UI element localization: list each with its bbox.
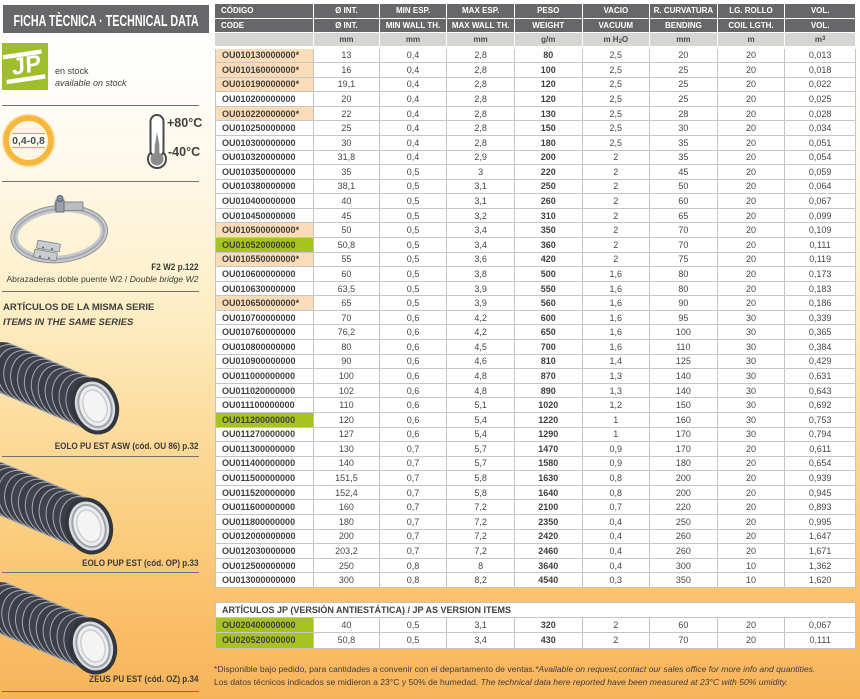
svg-text:JP: JP: [11, 50, 42, 80]
svg-text:0,4-0,8: 0,4-0,8: [12, 135, 45, 147]
